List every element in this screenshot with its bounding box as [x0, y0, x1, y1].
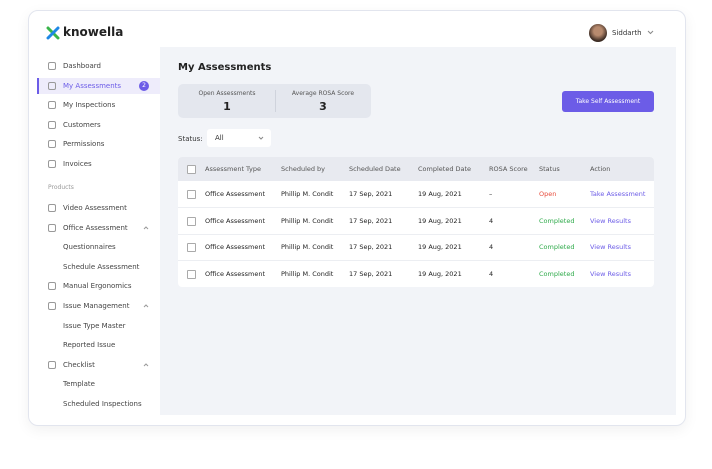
row-divider: [178, 233, 654, 235]
column-header: Action: [590, 165, 611, 173]
submenu-item[interactable]: Scheduled Inspections: [63, 400, 142, 408]
menu-item[interactable]: Permissions: [63, 140, 105, 149]
cell: 4: [489, 243, 494, 251]
menu-item[interactable]: My Inspections: [63, 101, 116, 110]
menu-icon: [48, 204, 56, 212]
cell: 17 Sep, 2021: [349, 269, 393, 278]
menu-item[interactable]: Dashboard: [63, 62, 101, 70]
badge: 2: [139, 80, 149, 91]
cell: Phillip M. Condit: [281, 269, 334, 278]
menu-icon: [48, 302, 56, 310]
sidebar: [37, 47, 160, 415]
logo: knowella: [63, 25, 124, 39]
menu-icon: [48, 223, 56, 232]
stat-label: Average ROSA Score: [291, 90, 355, 97]
cell: Office Assessment: [205, 216, 266, 225]
chevron: [258, 136, 264, 140]
menu-item[interactable]: Video Assessment: [63, 204, 127, 212]
checkbox[interactable]: [187, 269, 196, 279]
submenu-item[interactable]: Questionnaires: [63, 243, 116, 252]
menu-item[interactable]: Customers: [63, 120, 101, 129]
filter-label: Status:: [178, 135, 203, 143]
menu-icon: [48, 282, 56, 291]
select-value: All: [215, 134, 224, 142]
chevron: [143, 225, 149, 229]
menu-item[interactable]: Issue Management: [63, 302, 130, 310]
top-bar: [37, 18, 676, 47]
cell: Office Assessment: [205, 190, 266, 198]
checkbox[interactable]: [187, 243, 196, 252]
avatar[interactable]: [589, 24, 607, 42]
cell: –: [489, 190, 493, 198]
chevron: [647, 30, 654, 35]
user-name[interactable]: Siddarth: [612, 29, 642, 37]
column-header: Completed Date: [418, 165, 472, 173]
stats-box: [178, 84, 371, 118]
submenu-item[interactable]: Template: [63, 380, 95, 389]
cell[interactable]: Take Assessment: [590, 190, 646, 198]
menu-icon: [48, 62, 56, 70]
menu-item[interactable]: My Assessments: [63, 81, 122, 90]
cell[interactable]: View Results: [590, 216, 631, 225]
checkbox[interactable]: [187, 216, 196, 226]
status-select[interactable]: [207, 129, 271, 147]
menu-icon: [48, 360, 56, 369]
column-header: Scheduled Date: [349, 165, 401, 173]
frame: [28, 10, 686, 426]
row-divider: [178, 207, 654, 208]
menu-icon: [48, 160, 56, 168]
column-header: Scheduled by: [281, 165, 326, 173]
cell: 17 Sep, 2021: [349, 243, 393, 251]
submenu-item[interactable]: Schedule Assessment: [63, 262, 140, 271]
page-title: My Assessments: [178, 62, 272, 73]
checkbox[interactable]: [187, 165, 196, 174]
cell: Completed: [539, 269, 575, 278]
submenu-item[interactable]: Reported Issue: [63, 341, 116, 350]
menu-item-active[interactable]: [37, 77, 160, 94]
take-self-assessment-button[interactable]: Take Self Assessment: [562, 91, 654, 112]
cell: 19 Aug, 2021: [418, 216, 462, 225]
menu-item[interactable]: Checklist: [63, 360, 95, 369]
stat-label: Open Assessments: [198, 90, 256, 97]
column-header: Status: [539, 165, 560, 173]
menu-icon: [48, 101, 56, 110]
checkbox[interactable]: [187, 190, 196, 199]
menu-icon: [48, 81, 56, 90]
cell: 4: [489, 216, 494, 225]
cell: 17 Sep, 2021: [349, 216, 393, 225]
divider: [275, 90, 276, 112]
menu-item[interactable]: Manual Ergonomics: [63, 282, 132, 291]
cell: 19 Aug, 2021: [418, 243, 462, 251]
cell: 17 Sep, 2021: [349, 190, 393, 198]
menu-icon: [48, 140, 56, 149]
cell: 19 Aug, 2021: [418, 269, 462, 278]
menu-icon: [48, 120, 56, 129]
cell: 19 Aug, 2021: [418, 190, 462, 198]
cell[interactable]: View Results: [590, 269, 631, 278]
logo-icon: [46, 26, 60, 40]
cell: Office Assessment: [205, 243, 266, 251]
cell: Office Assessment: [205, 269, 266, 278]
cell: Phillip M. Condit: [281, 190, 334, 198]
table-header: [178, 157, 654, 181]
menu-item[interactable]: Invoices: [63, 160, 92, 168]
submenu-item[interactable]: Issue Type Master: [63, 321, 126, 330]
column-header: Assessment Type: [205, 165, 261, 173]
stat-value: 1: [223, 100, 231, 113]
cell: Completed: [539, 216, 575, 225]
row-divider: [178, 260, 654, 261]
column-header: ROSA Score: [489, 165, 528, 173]
cell: Open: [539, 190, 557, 198]
chevron: [143, 363, 149, 367]
cell[interactable]: View Results: [590, 243, 631, 251]
cell: Phillip M. Condit: [281, 216, 334, 225]
stat-value: 3: [319, 100, 327, 113]
cell: Phillip M. Condit: [281, 243, 334, 251]
section-label: Products: [48, 184, 74, 191]
cell: Completed: [539, 243, 575, 251]
menu-item[interactable]: Office Assessment: [63, 223, 128, 232]
chevron: [143, 304, 149, 308]
cell: 4: [489, 269, 494, 278]
